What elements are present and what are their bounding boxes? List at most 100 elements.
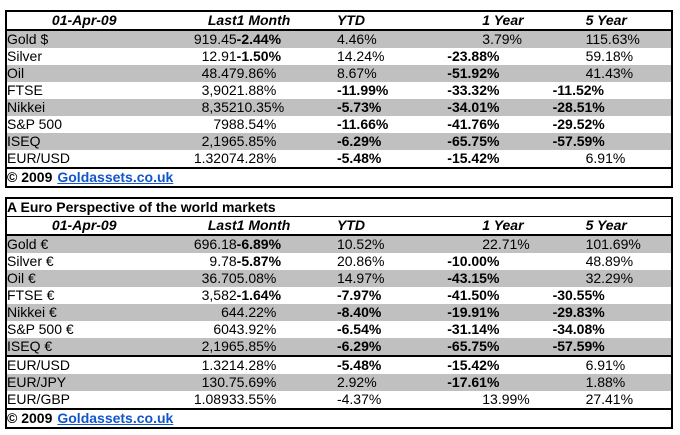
table-row: Oil € 36.70 5.08% 14.97% -43.15% 32.29% (6, 270, 672, 287)
table-row: Oil 48.47 9.86% 8.67% -51.92% 41.43% (6, 65, 672, 82)
usd-copyright-row: © 2009 Goldassets.co.uk (6, 167, 672, 187)
value-cell: -1.64% (236, 287, 282, 303)
value-cell: -6.54% (336, 321, 382, 337)
value-cell: 2,196 (201, 338, 237, 354)
table-row: FTSE 3,902 1.88% -11.99% -33.32% -11.52% (6, 82, 672, 99)
table-row: Gold $ 919.45 -2.44% 4.46% 3.79% 115.63% (6, 30, 672, 48)
value-cell: -5.48% (336, 355, 448, 374)
value-cell: -6.29% (336, 338, 382, 354)
value-cell: 101.69% (585, 236, 641, 252)
value-cell: -28.51% (552, 99, 605, 115)
table-row: S&P 500 798 8.54% -11.66% -41.76% -29.52% (6, 116, 672, 133)
table-row: Nikkei € 64 4.22% -8.40% -19.91% -29.83% (6, 304, 672, 321)
value-cell: -43.15% (447, 270, 500, 286)
value-cell: -11.66% (336, 116, 389, 132)
value-cell: 4.28% (236, 150, 277, 166)
value-cell: 59.18% (585, 48, 634, 64)
value-cell: -23.88% (447, 48, 500, 64)
value-cell: 5.69% (236, 374, 277, 390)
table-row: FTSE € 3,582 -1.64% -7.97% -41.50% -30.55% (6, 287, 672, 304)
value-cell: 1.88% (585, 374, 626, 390)
instrument-label: Oil (7, 65, 25, 81)
instrument-label: FTSE € (7, 287, 55, 303)
instrument-label: EUR/USD (7, 150, 71, 166)
usd-markets-table: 01-Apr-09 Last 1 Month YTD 1 Year 5 Year… (5, 10, 673, 188)
instrument-label: ISEQ € (7, 338, 53, 354)
euro-header-row: 01-Apr-09 Last 1 Month YTD 1 Year 5 Year (6, 216, 672, 236)
table-row: Nikkei 8,352 10.35% -5.73% -34.01% -28.51% (6, 99, 672, 116)
value-cell: 1.0893 (193, 391, 237, 407)
value-cell: 3,582 (201, 287, 237, 303)
value-cell: 1.88% (236, 82, 277, 98)
value-cell: -57.59% (552, 338, 605, 354)
value-cell: -7.97% (336, 287, 382, 303)
value-cell: -17.61% (447, 374, 500, 390)
value-cell: -34.01% (447, 99, 500, 115)
value-cell: -6.89% (236, 236, 282, 252)
value-cell: -5.48% (336, 150, 382, 166)
value-cell: 10.52% (336, 236, 385, 252)
value-cell: 3.55% (236, 391, 277, 407)
value-cell: 3.92% (236, 321, 277, 337)
instrument-label: Oil € (7, 270, 36, 286)
value-cell: 798 (213, 116, 237, 132)
value-cell: 48.89% (585, 253, 634, 269)
table-row: Silver € 9.78 -5.87% 20.86% -10.00% 48.89% (6, 253, 672, 270)
value-cell: -10.00% (447, 253, 500, 269)
value-cell: -65.75% (447, 338, 500, 354)
instrument-label: Gold € (7, 236, 49, 252)
value-cell: -41.76% (447, 116, 500, 132)
value-cell: 9.86% (236, 65, 277, 81)
goldassets-link[interactable]: Goldassets.co.uk (57, 169, 174, 185)
column-header-ytd: YTD (336, 216, 448, 236)
usd-header-row: 01-Apr-09 Last 1 Month YTD 1 Year 5 Year (6, 11, 672, 31)
value-cell: 5.85% (236, 338, 277, 354)
value-cell: 8.54% (236, 116, 277, 132)
goldassets-link[interactable]: Goldassets.co.uk (57, 410, 174, 426)
instrument-label: EUR/JPY (7, 374, 67, 390)
value-cell: 5.85% (236, 133, 277, 149)
instrument-label: FTSE (7, 82, 43, 98)
date-header: 01-Apr-09 (6, 216, 162, 236)
value-cell: -34.08% (552, 321, 605, 337)
value-cell: 14.97% (336, 270, 385, 286)
column-header-1month: 1 Month (236, 11, 337, 31)
value-cell: 32.29% (585, 270, 634, 286)
table-row: Silver 12.91 -1.50% 14.24% -23.88% 59.18% (6, 48, 672, 65)
instrument-label: S&P 500 (7, 116, 63, 132)
value-cell: 4.22% (236, 304, 277, 320)
value-cell: -41.50% (447, 287, 500, 303)
value-cell: -29.52% (552, 116, 605, 132)
table-row: S&P 500 € 604 3.92% -6.54% -31.14% -34.08% (6, 321, 672, 338)
value-cell: -4.37% (336, 391, 382, 407)
value-cell: 10.35% (236, 99, 285, 115)
value-cell: 20.86% (336, 253, 385, 269)
euro-markets-table: A Euro Perspective of the world markets … (5, 197, 673, 429)
table-row: EUR/JPY 130.7 5.69% 2.92% -17.61% 1.88% (6, 374, 672, 391)
value-cell: 130.7 (201, 374, 237, 390)
value-cell: 5.08% (236, 270, 277, 286)
value-cell: 3,902 (201, 82, 237, 98)
value-cell: 12.91 (201, 48, 237, 64)
value-cell: 6.91% (552, 355, 672, 374)
instrument-label: ISEQ (7, 133, 41, 149)
euro-copyright-row: © 2009 Goldassets.co.uk (6, 408, 672, 428)
value-cell: 1.321 (161, 355, 237, 374)
column-header-ytd: YTD (336, 11, 448, 31)
value-cell: 604 (213, 321, 237, 337)
value-cell: -51.92% (447, 65, 500, 81)
column-header-last: Last (161, 11, 237, 31)
value-cell: 22.71% (482, 236, 530, 252)
value-cell: 8,352 (201, 99, 237, 115)
instrument-label: Nikkei € (7, 304, 57, 320)
euro-table-title: A Euro Perspective of the world markets (6, 198, 672, 217)
table-row: EUR/GBP 1.0893 3.55% -4.37% 13.99% 27.41% (6, 391, 672, 409)
value-cell: -29.83% (552, 304, 605, 320)
instrument-label: Silver (7, 48, 43, 64)
value-cell: 2,196 (201, 133, 237, 149)
value-cell: -5.87% (236, 253, 282, 269)
value-cell: 48.47 (201, 65, 237, 81)
table-row: ISEQ 2,196 5.85% -6.29% -65.75% -57.59% (6, 133, 672, 150)
value-cell: -8.40% (336, 304, 382, 320)
